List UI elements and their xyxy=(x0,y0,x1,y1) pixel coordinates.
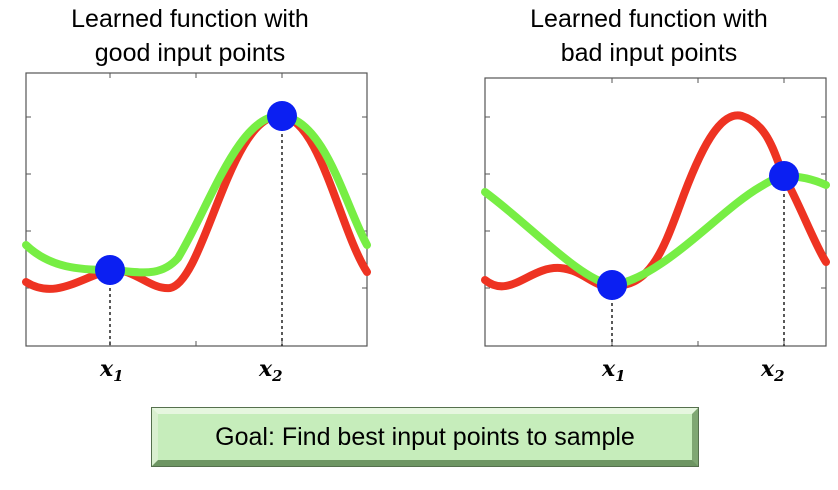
title-line-1: Learned function with xyxy=(71,5,309,33)
x1-label: x1 xyxy=(99,356,124,385)
title-line-2: bad input points xyxy=(560,39,738,67)
x2-label: x2 xyxy=(760,356,785,385)
goal-text: Goal: Find best input points to sample xyxy=(215,422,635,451)
x1-label: x1 xyxy=(601,356,626,385)
left-plot-frame xyxy=(25,72,368,347)
title-line-1: Learned function with xyxy=(530,5,768,33)
right-panel-title: Learned function with bad input points xyxy=(460,2,838,70)
sample-point-x1 xyxy=(597,270,627,300)
left-plot: x1 x2 xyxy=(22,72,371,385)
sample-point-x2 xyxy=(769,161,799,191)
title-line-2: good input points xyxy=(94,39,286,67)
sample-point-x2 xyxy=(267,101,297,131)
right-plot: x1 x2 xyxy=(481,77,830,385)
sample-point-x1 xyxy=(95,255,125,285)
right-plot-frame xyxy=(484,77,827,347)
left-panel-title: Learned function with good input points xyxy=(0,2,380,70)
x2-label: x2 xyxy=(258,356,283,385)
goal-banner: Goal: Find best input points to sample xyxy=(151,407,699,467)
